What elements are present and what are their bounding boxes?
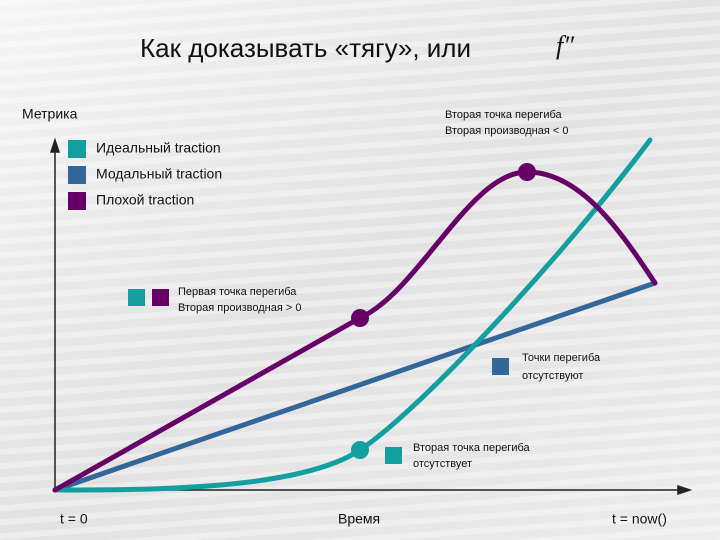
annotation: Вторая производная > 0 (178, 302, 301, 314)
annotation: Вторая производная < 0 (445, 125, 568, 137)
x-start-label: t = 0 (60, 511, 88, 527)
annotation-swatch (492, 358, 509, 375)
modal-curve (52, 280, 658, 493)
annotation: отсутствует (413, 458, 472, 470)
annotation: Вторая точка перегиба (413, 442, 531, 454)
inflection-point (351, 441, 369, 459)
title: Как доказывать «тягу», или (140, 33, 471, 63)
annotation: Первая точка перегиба (178, 286, 297, 298)
legend-swatch (68, 140, 86, 158)
annotation: отсутствуют (522, 370, 583, 382)
legend-label: Плохой traction (96, 192, 194, 208)
y-arrow (49, 137, 61, 153)
inflection-point (518, 163, 536, 181)
legend-label: Модальный traction (96, 166, 222, 182)
x-end-label: t = now() (612, 511, 667, 527)
title-formula: f″ (556, 31, 575, 60)
x-axis-label: Время (338, 511, 380, 527)
annotation: Вторая точка перегиба (445, 109, 563, 121)
x-arrow (677, 484, 693, 496)
annotation: Точки перегиба (522, 352, 601, 364)
annotation-swatch (385, 447, 402, 464)
inflection-point (351, 309, 369, 327)
annotation-swatch (152, 289, 169, 306)
legend-swatch (68, 192, 86, 210)
legend-label: Идеальный traction (96, 140, 221, 156)
annotation-swatch (128, 289, 145, 306)
legend-swatch (68, 166, 86, 184)
y-axis-label: Метрика (22, 106, 78, 122)
